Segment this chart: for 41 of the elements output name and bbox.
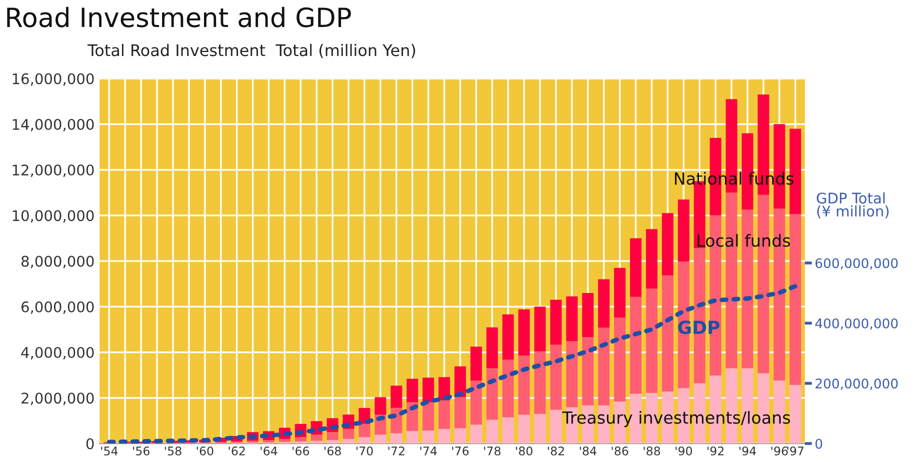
y-tick-label: 14,000,000: [12, 118, 94, 132]
chart-title: Road Investment and GDP: [7, 6, 351, 28]
x-tick-label: '90: [676, 446, 692, 456]
x-tick-label: '70: [356, 446, 373, 456]
x-tick-label: '68: [324, 446, 341, 456]
x-tick-label: '56: [133, 446, 150, 456]
x-tick-label: '96: [771, 446, 788, 456]
x-tick-label: '80: [516, 446, 532, 456]
y-tick-label: 6,000,000: [22, 301, 94, 314]
x-tick-label: '86: [612, 446, 628, 456]
series-label: GDP: [678, 320, 720, 334]
x-tick-label: '82: [548, 446, 564, 456]
x-tick-label: '97: [787, 446, 804, 456]
y2-tick-label: 600,000,000: [816, 258, 898, 270]
y2-axis-title: GDP Total (¥ million): [816, 192, 889, 218]
x-tick-label: '78: [484, 446, 500, 456]
x-tick-label: '76: [452, 446, 469, 456]
y-tick-label: 8,000,000: [21, 256, 94, 268]
x-tick-label: '88: [644, 446, 660, 456]
x-tick-label: '84: [580, 446, 596, 456]
x-tick-label: '92: [708, 446, 724, 456]
y-tick-label: 4,000,000: [21, 346, 94, 360]
x-tick-label: '58: [164, 446, 182, 456]
x-tick-label: '64: [260, 446, 278, 456]
x-tick-label: '74: [420, 446, 437, 456]
series-label: Local funds: [698, 234, 790, 247]
x-tick-label: '62: [228, 446, 245, 456]
x-tick-label: '66: [292, 446, 310, 456]
y-tick-label: 16,000,000: [12, 73, 94, 86]
x-tick-label: '60: [196, 446, 214, 456]
y-tick-label: 12,000,000: [12, 164, 94, 178]
y2-tick-label: 400,000,000: [815, 318, 898, 330]
y-tick-label: 0: [86, 438, 94, 450]
x-tick-label: '54: [101, 446, 118, 456]
x-tick-label: '72: [388, 446, 404, 456]
y2-tick-label: 0: [816, 438, 822, 449]
x-tick-label: '94: [739, 446, 756, 456]
y2-tick-label: 200,000,000: [816, 378, 898, 390]
y-axis-title: Total Road Investment Total (million Yen): [88, 44, 416, 58]
y-tick-label: 2,000,000: [22, 392, 94, 406]
y-tick-label: 10,000,000: [12, 210, 94, 223]
